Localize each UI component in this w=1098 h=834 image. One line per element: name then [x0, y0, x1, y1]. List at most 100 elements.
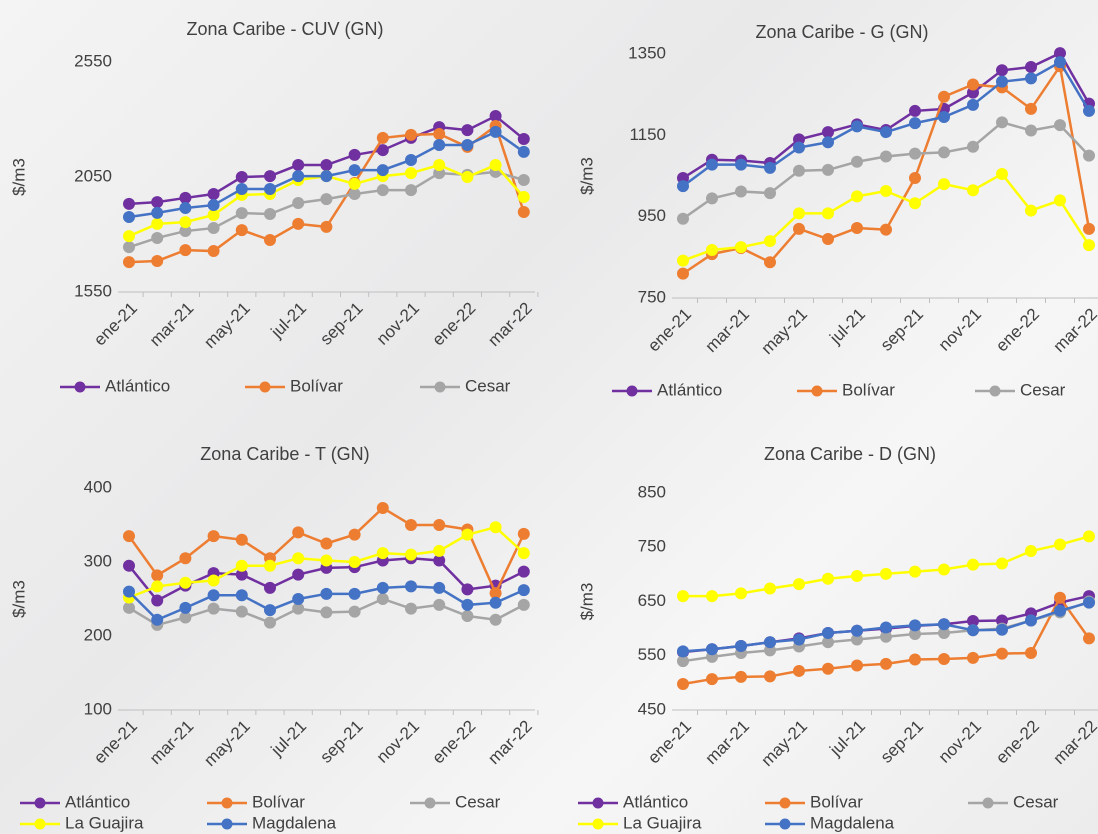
data-point: [822, 163, 834, 176]
data-point: [151, 580, 164, 593]
data-point: [179, 552, 192, 565]
data-point: [461, 583, 474, 596]
legend-marker: [74, 381, 86, 393]
data-point: [292, 526, 305, 539]
x-tick-label: jul-21: [825, 717, 869, 761]
x-tick-label: mar-22: [1049, 305, 1098, 357]
legend-label: Atlántico: [623, 792, 688, 811]
data-point: [179, 244, 192, 257]
x-tick-label: nov-21: [373, 717, 423, 767]
legend-label: Cesar: [455, 792, 501, 811]
data-point: [517, 565, 530, 578]
data-point: [461, 528, 474, 541]
data-point: [764, 582, 776, 595]
data-point: [292, 552, 305, 565]
data-point: [320, 193, 333, 206]
series-line: [683, 535, 1090, 598]
data-point: [489, 521, 502, 534]
legend-label: Cesar: [1020, 380, 1066, 399]
data-point: [123, 256, 135, 269]
data-point: [1025, 204, 1037, 217]
data-point: [517, 173, 530, 186]
data-point: [235, 224, 248, 237]
data-point: [880, 150, 892, 163]
data-point: [1054, 56, 1066, 69]
data-point: [348, 605, 361, 618]
data-point: [880, 185, 892, 198]
data-point: [235, 533, 248, 546]
x-tick-label: sep-21: [877, 305, 927, 355]
data-point: [1083, 239, 1095, 252]
data-point: [517, 527, 530, 540]
data-point: [433, 581, 446, 594]
data-point: [320, 554, 333, 567]
data-point: [264, 234, 276, 247]
data-point: [735, 639, 747, 652]
y-axis-label: $/m3: [9, 158, 28, 196]
data-point: [292, 217, 305, 230]
data-point: [517, 205, 530, 218]
data-point: [851, 155, 863, 168]
legend-label: La Guajira: [65, 813, 144, 832]
x-tick-label: mar-22: [484, 717, 536, 769]
data-point: [938, 111, 950, 124]
data-point: [909, 117, 921, 130]
x-tick-label: may-21: [757, 305, 811, 359]
data-point: [822, 233, 834, 246]
data-point: [123, 197, 135, 210]
data-point: [517, 584, 530, 597]
legend-label: Bolívar: [842, 380, 895, 399]
legend-label: Cesar: [1013, 792, 1059, 811]
data-point: [793, 222, 805, 235]
data-point: [517, 145, 530, 158]
chart-title: Zona Caribe - CUV (GN): [186, 19, 383, 39]
legend-label: Bolívar: [252, 792, 305, 811]
data-point: [517, 191, 530, 204]
data-point: [822, 636, 834, 649]
data-point: [376, 131, 389, 144]
y-tick-label: 1550: [74, 281, 112, 300]
x-tick-label: mar-21: [146, 299, 198, 351]
data-point: [179, 216, 192, 229]
legend-marker: [779, 818, 791, 830]
data-point: [967, 98, 979, 111]
data-point: [996, 647, 1008, 660]
legend-marker: [592, 818, 604, 830]
data-point: [909, 197, 921, 210]
data-point: [348, 528, 361, 541]
data-point: [348, 556, 361, 568]
chart-title: Zona Caribe - D (GN): [764, 444, 936, 464]
data-point: [235, 589, 248, 602]
data-point: [909, 653, 921, 666]
data-point: [938, 626, 950, 639]
data-point: [348, 164, 361, 177]
legend-label: Magdalena: [810, 813, 895, 832]
data-point: [938, 90, 950, 103]
data-point: [433, 139, 446, 152]
chart-title: Zona Caribe - G (GN): [755, 22, 928, 42]
x-tick-label: jul-21: [267, 299, 311, 343]
data-point: [348, 148, 361, 161]
data-point: [967, 615, 979, 628]
data-point: [433, 544, 446, 557]
data-point: [1083, 632, 1095, 645]
data-point: [151, 613, 164, 626]
data-point: [880, 621, 892, 634]
data-point: [822, 572, 834, 585]
data-point: [264, 616, 276, 629]
data-point: [151, 254, 164, 267]
data-point: [235, 207, 248, 220]
data-point: [677, 645, 689, 658]
data-point: [320, 220, 333, 233]
data-point: [179, 601, 192, 614]
data-point: [851, 190, 863, 203]
data-point: [207, 199, 220, 212]
data-point: [461, 124, 474, 137]
data-point: [489, 125, 502, 138]
data-point: [1083, 222, 1095, 235]
data-point: [264, 604, 276, 617]
data-point: [996, 64, 1008, 77]
data-point: [967, 78, 979, 91]
chart-title: Zona Caribe - T (GN): [200, 444, 369, 464]
data-point: [489, 110, 502, 123]
